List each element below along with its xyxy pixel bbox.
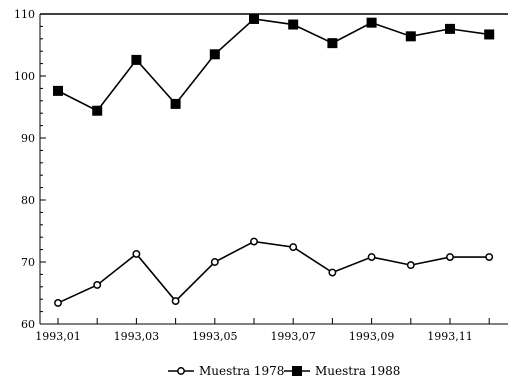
data-point-circle <box>171 297 180 306</box>
data-point-circle <box>54 298 62 307</box>
series-1 <box>54 237 494 307</box>
data-point-circle <box>93 280 102 289</box>
legend-entry: Muestra 1978 <box>168 364 284 378</box>
x-tick-label: 1993,09 <box>349 330 395 343</box>
x-tick-label: 1993,03 <box>114 330 160 343</box>
series-layer <box>53 13 495 307</box>
y-ticks: 60 70 80 90 100 110 <box>14 8 46 331</box>
legend-marker-square <box>292 366 302 376</box>
data-point-circle <box>250 237 258 246</box>
series-line <box>57 18 490 112</box>
data-point-circle <box>328 268 337 277</box>
data-point-circle <box>289 243 298 252</box>
legend: Muestra 1978 Muestra 1988 <box>168 364 400 378</box>
series-line <box>57 240 490 304</box>
y-tick-label: 80 <box>21 194 35 207</box>
axes <box>39 13 508 325</box>
legend-entry: Muestra 1988 <box>284 364 400 378</box>
data-point-circle <box>132 249 141 258</box>
legend-marker-circle <box>177 367 185 375</box>
y-tick-label: 90 <box>21 132 35 145</box>
legend-label: Muestra 1988 <box>315 364 400 378</box>
data-point-square <box>209 49 220 60</box>
x-tick-label: 1993,05 <box>192 330 238 343</box>
y-tick-label: 70 <box>21 256 35 269</box>
data-point-circle <box>406 261 415 270</box>
data-point-square <box>131 54 142 65</box>
data-point-square <box>484 29 495 40</box>
data-point-square <box>288 19 299 30</box>
data-point-square <box>170 98 181 109</box>
y-tick-label: 60 <box>21 318 35 331</box>
series-2 <box>53 13 495 116</box>
data-point-square <box>366 17 377 28</box>
data-point-square <box>445 23 455 34</box>
x-tick-label: 1993,01 <box>35 330 81 343</box>
data-point-circle <box>367 253 376 261</box>
data-point-square <box>327 38 338 49</box>
y-tick-label: 100 <box>14 70 35 83</box>
data-point-square <box>53 85 63 96</box>
x-tick-label: 1993,07 <box>270 330 316 343</box>
data-point-square <box>92 105 103 116</box>
data-point-square <box>405 31 416 42</box>
y-tick-label: 110 <box>14 8 35 21</box>
data-point-circle <box>485 253 494 261</box>
x-ticks: 1993,01 1993,03 1993,05 1993,07 1993,09 1993,… <box>35 318 490 343</box>
x-tick-label: 1993,11 <box>427 330 473 343</box>
data-point-circle <box>210 258 219 266</box>
data-point-circle <box>446 253 454 261</box>
data-point-square <box>249 13 259 24</box>
legend-label: Muestra 1978 <box>199 364 284 378</box>
